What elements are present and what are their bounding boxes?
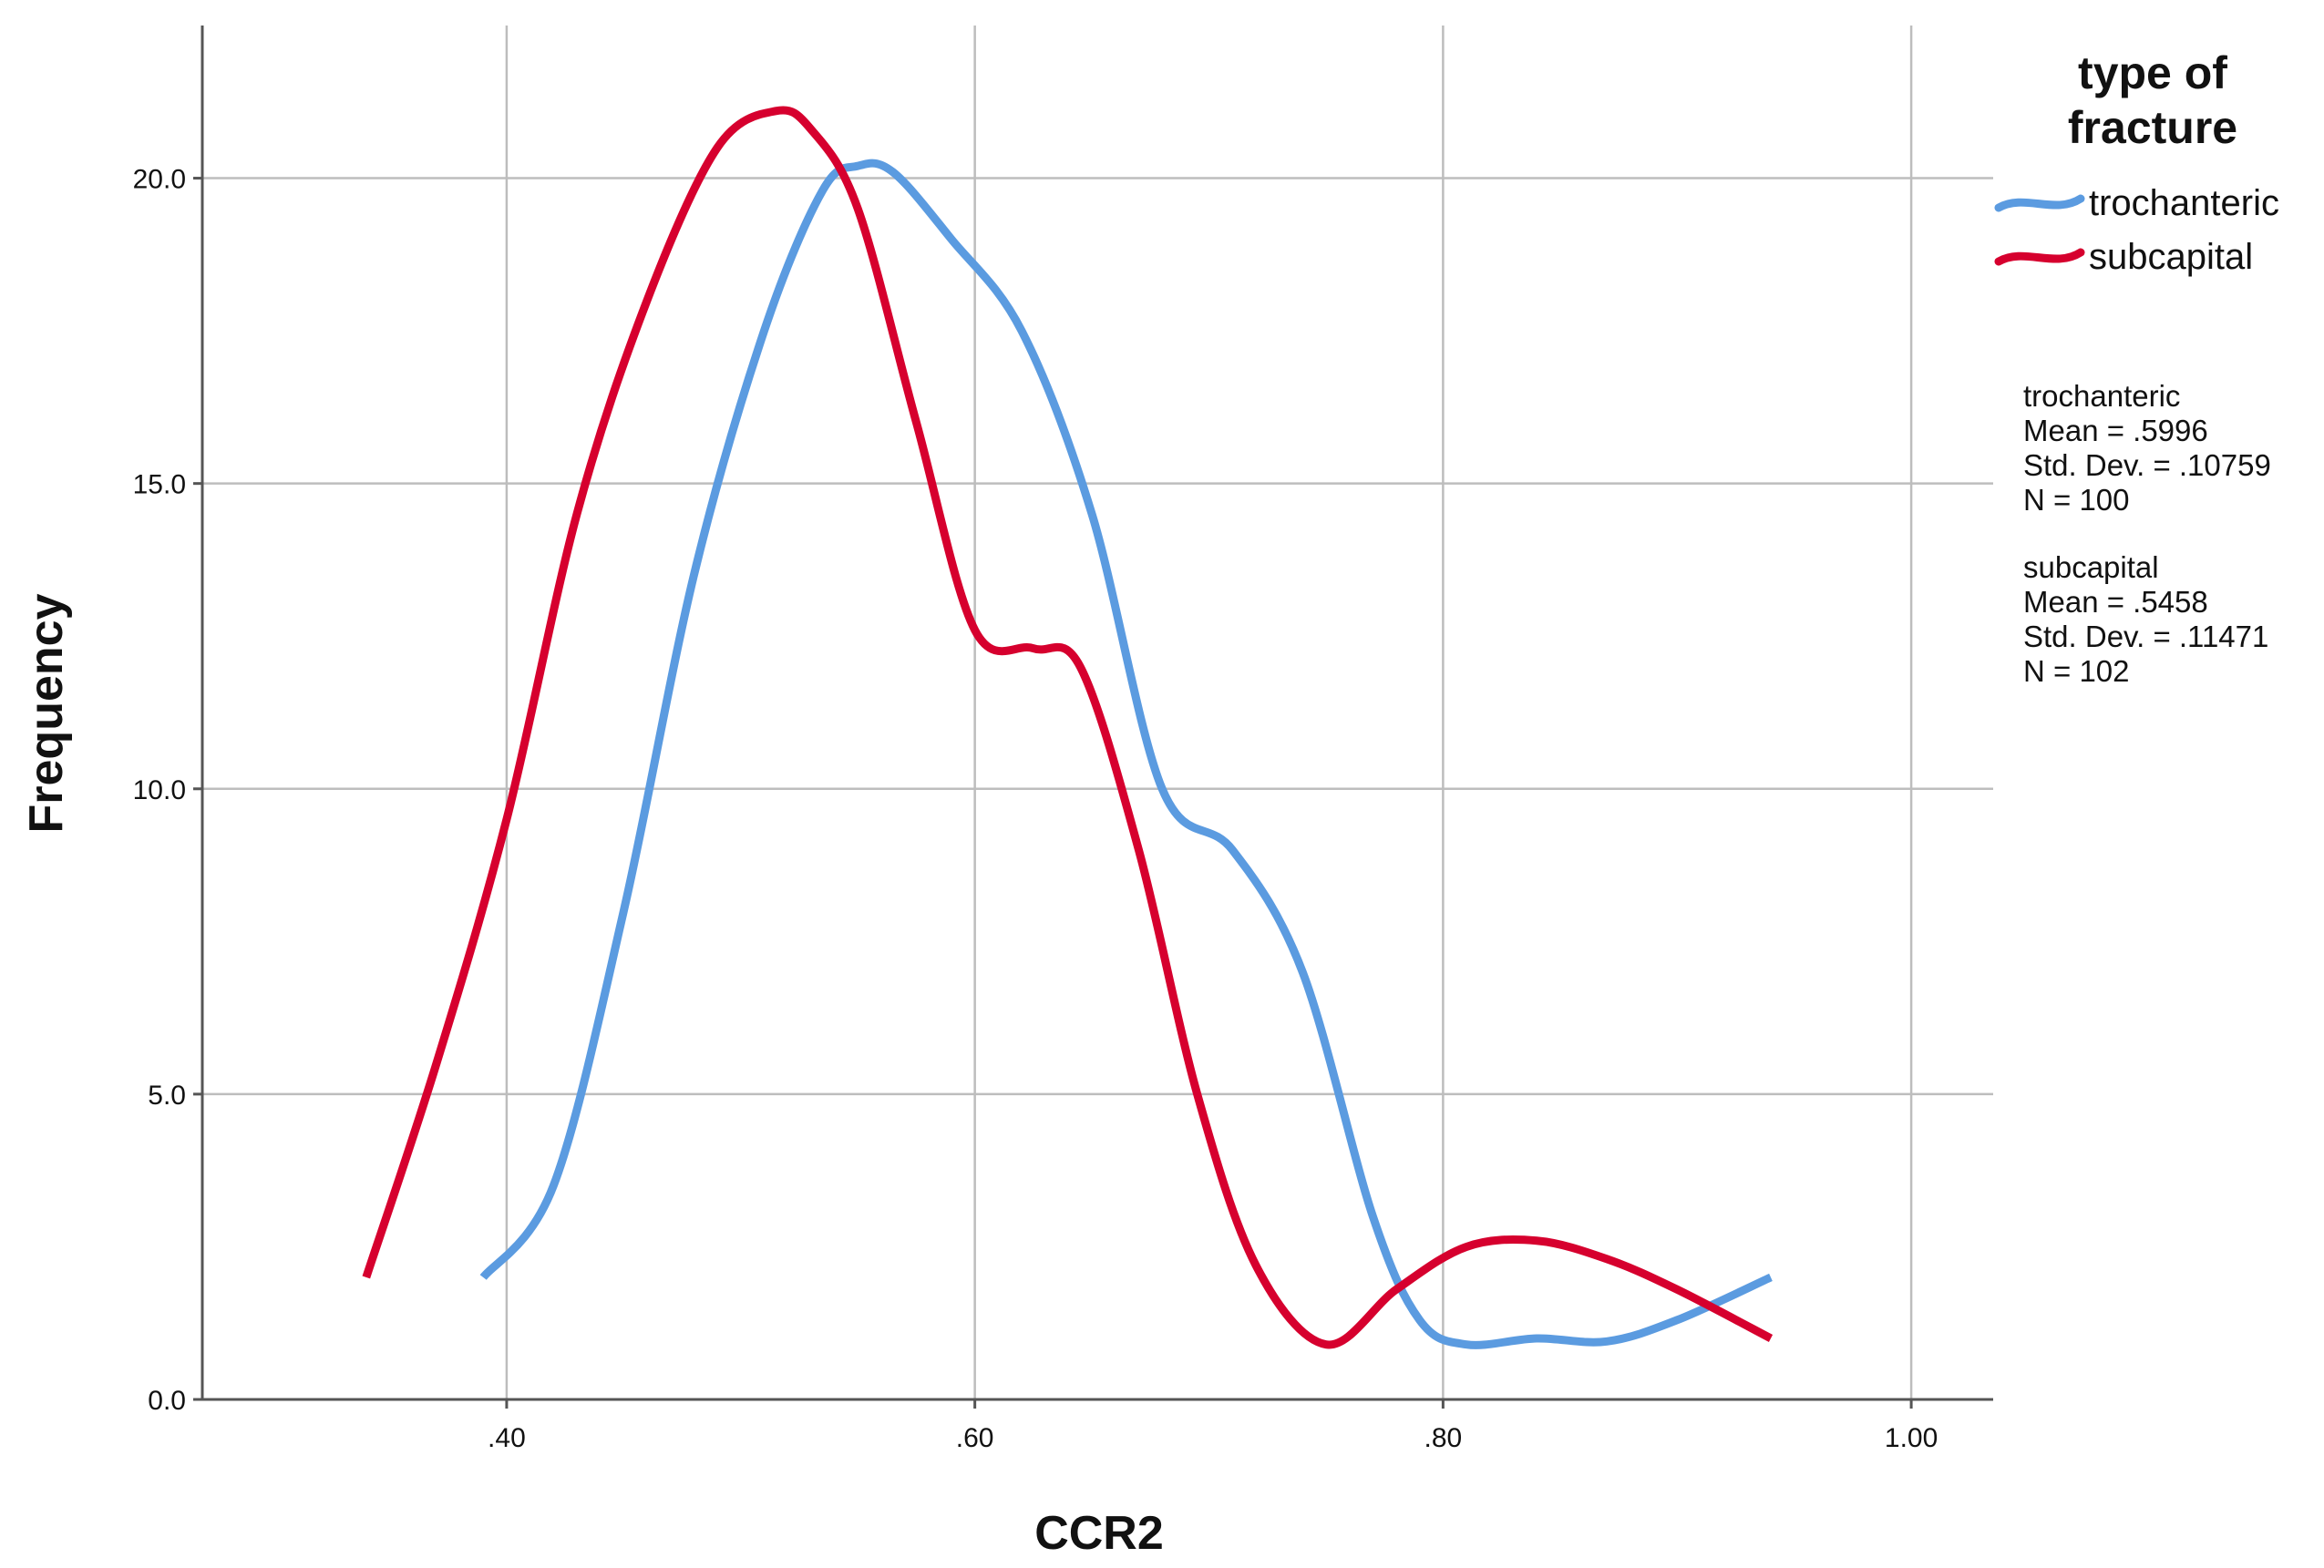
stats-series-label: trochanteric [2023, 379, 2180, 413]
y-tick-label: 10.0 [133, 775, 186, 805]
legend-label: trochanteric [2089, 183, 2279, 223]
legend-item-trochanteric: trochanteric [1994, 183, 2279, 223]
legend-title-line-2: fracture [2068, 102, 2237, 153]
x-axis-title: CCR2 [1034, 1507, 1164, 1560]
x-tick-label: .80 [1424, 1423, 1463, 1453]
legend: type of fracture trochanteric subcapital [1994, 47, 2279, 277]
stats-series-label: subcapital [2023, 550, 2159, 584]
legend-swatch-subcapital [1994, 248, 2085, 266]
y-tick-labels: 0.0 5.0 10.0 15.0 20.0 [133, 165, 186, 1416]
series-line-subcapital [362, 106, 1774, 1349]
stats-n: N = 100 [2023, 483, 2130, 517]
x-tick-label: .60 [956, 1423, 994, 1453]
stats-n: N = 102 [2023, 654, 2130, 688]
legend-item-subcapital: subcapital [1994, 237, 2253, 277]
x-tick-label: 1.00 [1885, 1423, 1938, 1453]
stats-mean: Mean = .5458 [2023, 585, 2208, 619]
legend-title-line-1: type of [2078, 47, 2227, 98]
y-axis-title: Frequency [20, 593, 73, 833]
stats-std-dev: Std. Dev. = .11471 [2023, 620, 2268, 653]
x-tick-label: .40 [488, 1423, 526, 1453]
y-tick-label: 20.0 [133, 165, 186, 195]
legend-label: subcapital [2089, 237, 2253, 277]
y-tick-label: 0.0 [148, 1386, 186, 1416]
legend-swatch-trochanteric [1994, 194, 2085, 212]
grid-lines [202, 26, 1993, 1399]
axes [193, 26, 1993, 1409]
stats-std-dev: Std. Dev. = .10759 [2023, 448, 2271, 482]
y-tick-label: 5.0 [148, 1081, 186, 1111]
series-lines [362, 106, 1774, 1349]
stats-mean: Mean = .5996 [2023, 414, 2208, 447]
y-tick-label: 15.0 [133, 470, 186, 500]
x-tick-labels: .40 .60 .80 1.00 [488, 1423, 1938, 1453]
series-line-trochanteric [479, 159, 1773, 1349]
